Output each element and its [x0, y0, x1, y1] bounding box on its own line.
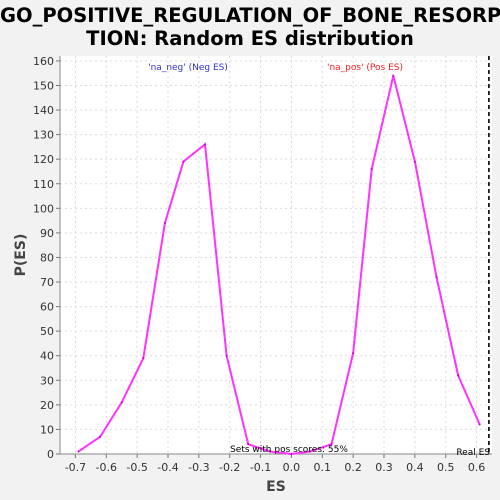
- x-tick-label: 0.5: [437, 461, 455, 474]
- data-point: [435, 276, 438, 279]
- y-tick-label: 90: [40, 227, 54, 240]
- data-point: [308, 450, 311, 453]
- series-points: [77, 74, 481, 455]
- y-tick-label: 100: [33, 202, 54, 215]
- y-tick-label: 0: [47, 448, 54, 461]
- y-tick-label: 130: [33, 129, 54, 142]
- data-point: [370, 168, 373, 171]
- data-point: [142, 357, 145, 360]
- y-tick-label: 30: [40, 374, 54, 387]
- data-point: [163, 222, 166, 225]
- data-point: [330, 443, 333, 446]
- pos-es-label: 'na_pos' (Pos ES): [327, 63, 403, 73]
- data-point: [204, 143, 207, 146]
- grid-lines: [60, 56, 492, 455]
- y-tick-label: 120: [33, 153, 54, 166]
- data-point: [413, 160, 416, 163]
- y-tick-label: 150: [33, 79, 54, 92]
- neg-es-label: 'na_neg' (Neg ES): [148, 63, 228, 73]
- y-tick-label: 110: [33, 178, 54, 191]
- x-tick-label: -0.3: [188, 461, 209, 474]
- x-tick-label: 0.4: [406, 461, 424, 474]
- y-tick-label: 160: [33, 55, 54, 68]
- x-axis-label: ES: [266, 479, 286, 495]
- data-point: [290, 453, 293, 455]
- x-tick-label: -0.6: [96, 461, 117, 474]
- x-tick-label: -0.7: [65, 461, 86, 474]
- y-tick-label: 140: [33, 104, 54, 117]
- series-line: [77, 75, 481, 456]
- data-point: [457, 374, 460, 377]
- data-point: [247, 443, 250, 446]
- y-tick-label: 10: [40, 423, 54, 436]
- x-tick-label: 0.1: [314, 461, 332, 474]
- x-tick-label: 0.6: [468, 461, 486, 474]
- data-point: [77, 450, 80, 453]
- x-tick-label: -0.2: [219, 461, 240, 474]
- chart-title-line1: GO_POSITIVE_REGULATION_OF_BONE_RESORP: [0, 4, 500, 27]
- x-tick-label: -0.4: [157, 461, 178, 474]
- chart-title-line2: TION: Random ES distribution: [86, 27, 414, 50]
- x-tick-label: 0.3: [375, 461, 393, 474]
- data-point: [120, 401, 123, 404]
- y-tick-label: 80: [40, 251, 54, 264]
- y-axis: 0 10 20 30 40 50 60 70 80 90 100 110 120 130 140 150 160: [33, 55, 61, 461]
- y-tick-label: 50: [40, 325, 54, 338]
- data-point: [99, 435, 102, 438]
- data-point: [352, 352, 355, 355]
- y-tick-label: 40: [40, 350, 54, 363]
- x-tick-label: -0.5: [126, 461, 147, 474]
- x-tick-label: -0.1: [250, 461, 271, 474]
- data-point: [225, 354, 228, 357]
- y-axis-label: P(ES): [13, 234, 29, 277]
- y-tick-label: 60: [40, 301, 54, 314]
- y-tick-label: 70: [40, 276, 54, 289]
- x-tick-label: 0.2: [344, 461, 362, 474]
- x-tick-label: 0.0: [283, 461, 301, 474]
- x-axis: -0.7 -0.6 -0.5 -0.4 -0.3 -0.2 -0.1 0.0 0.1 0.2 0.3…: [60, 453, 492, 474]
- data-point: [182, 160, 185, 163]
- data-point: [268, 450, 271, 453]
- data-point: [478, 423, 481, 426]
- data-point: [392, 74, 395, 77]
- pos-scores-note: Sets with pos scores: 55%: [230, 445, 348, 455]
- real-es-label: Real ES: [456, 448, 490, 458]
- y-tick-label: 20: [40, 399, 54, 412]
- plot-area: [60, 56, 492, 454]
